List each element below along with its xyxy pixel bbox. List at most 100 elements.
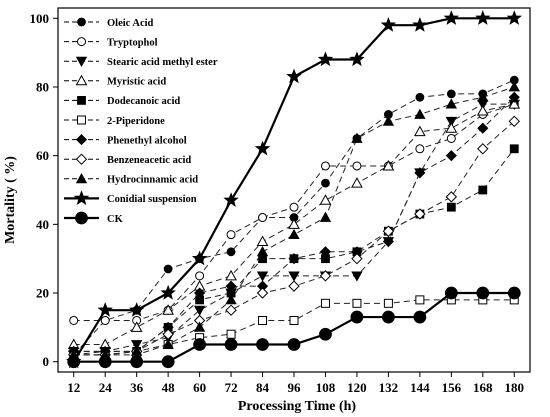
x-tick-label: 168 <box>473 380 493 395</box>
data-point <box>319 194 332 205</box>
legend-item-myristic-acid: Myristic acid <box>64 74 166 88</box>
legend-label: Benzeneacetic acid <box>107 155 191 166</box>
data-point <box>445 122 458 133</box>
x-tick-label: 48 <box>162 380 176 395</box>
legend-item-ck: CK <box>64 211 124 225</box>
data-point <box>100 315 110 325</box>
data-point <box>414 108 426 119</box>
legend-label: Phenethyl alcohol <box>107 135 187 146</box>
x-tick-label: 156 <box>442 380 462 395</box>
data-point <box>289 202 299 212</box>
series-myristic-acid <box>67 98 521 350</box>
data-point <box>507 286 521 300</box>
data-point <box>256 235 269 247</box>
data-point <box>254 140 271 156</box>
data-point <box>258 212 268 222</box>
data-point <box>256 287 269 299</box>
data-point <box>191 250 208 266</box>
data-point <box>128 302 145 317</box>
y-tick-label: 60 <box>36 148 49 163</box>
data-point <box>225 280 237 292</box>
data-point <box>509 144 519 154</box>
data-point <box>415 144 425 154</box>
data-point <box>223 192 239 207</box>
data-point <box>195 271 205 281</box>
data-point <box>446 202 456 212</box>
data-point <box>415 295 425 305</box>
legend-item-oleic-acid: Oleic Acid <box>64 17 154 29</box>
data-point <box>226 247 236 257</box>
x-tick-label: 180 <box>505 380 525 395</box>
data-point <box>414 167 426 179</box>
data-point <box>317 51 334 67</box>
legend-item-stearic-acid-methyl-ester: Stearic acid methyl ester <box>64 56 218 68</box>
legend-marker <box>77 115 86 125</box>
y-axis-title: Mortality ( %) <box>3 156 18 244</box>
y-tick-label: 20 <box>36 286 49 301</box>
data-point <box>319 270 332 282</box>
data-point <box>414 125 426 137</box>
series-line <box>73 86 515 356</box>
legend-item-dodecanoic-acid: Dodecanoic acid <box>64 96 180 107</box>
legend-marker <box>75 56 88 68</box>
x-tick-label: 12 <box>67 380 80 395</box>
data-point <box>286 68 302 84</box>
legend-label: 2-Piperidone <box>107 116 165 127</box>
legend-item-tryptophol: Tryptophol <box>64 37 158 48</box>
data-point <box>162 304 174 315</box>
data-point <box>352 298 362 308</box>
data-point <box>288 280 300 292</box>
data-point <box>67 355 81 369</box>
data-point <box>382 159 395 171</box>
data-point <box>382 225 395 237</box>
y-tick-label: 100 <box>30 11 50 26</box>
data-point <box>160 284 176 300</box>
data-point <box>288 218 300 229</box>
data-point <box>508 91 520 103</box>
data-point <box>506 10 522 25</box>
data-point <box>445 150 457 162</box>
legend-marker <box>77 17 86 27</box>
x-tick-label: 120 <box>347 380 367 395</box>
series-hydrocinnamic-acid <box>68 81 520 360</box>
data-point <box>193 321 206 332</box>
x-axis-title: Processing Time (h) <box>238 399 357 414</box>
data-point <box>477 91 489 102</box>
legend: Oleic Acid Tryptophol Stearic acid methyl … <box>64 17 218 225</box>
legend-label: Oleic Acid <box>107 18 154 29</box>
legend-label: Stearic acid methyl ester <box>107 57 218 68</box>
x-tick-label: 96 <box>288 380 302 395</box>
data-point <box>445 191 458 203</box>
data-point <box>445 116 458 128</box>
data-point <box>446 89 456 99</box>
data-point <box>508 81 520 92</box>
data-point <box>97 302 113 317</box>
data-point <box>380 17 397 32</box>
y-tick-label: 40 <box>36 217 49 232</box>
x-tick-label: 24 <box>99 380 113 395</box>
data-point <box>225 304 237 316</box>
data-point <box>321 178 330 188</box>
y-tick-label: 0 <box>43 354 50 369</box>
data-point <box>476 286 490 300</box>
data-point <box>477 122 489 134</box>
data-point <box>320 161 330 171</box>
data-point <box>256 245 269 257</box>
data-point <box>349 51 365 67</box>
data-point <box>351 252 363 265</box>
data-point <box>130 355 144 369</box>
data-point <box>508 98 521 109</box>
data-point <box>351 271 363 282</box>
data-point <box>289 315 299 325</box>
data-point <box>383 298 393 308</box>
data-point <box>446 133 456 143</box>
legend-marker <box>75 153 88 165</box>
data-point <box>288 253 300 265</box>
data-point <box>352 161 362 171</box>
legend-marker <box>75 172 88 184</box>
data-point <box>445 98 458 109</box>
legend-label: Myristic acid <box>107 77 166 88</box>
data-point <box>382 115 395 126</box>
data-point <box>287 338 301 351</box>
data-point <box>224 338 238 351</box>
